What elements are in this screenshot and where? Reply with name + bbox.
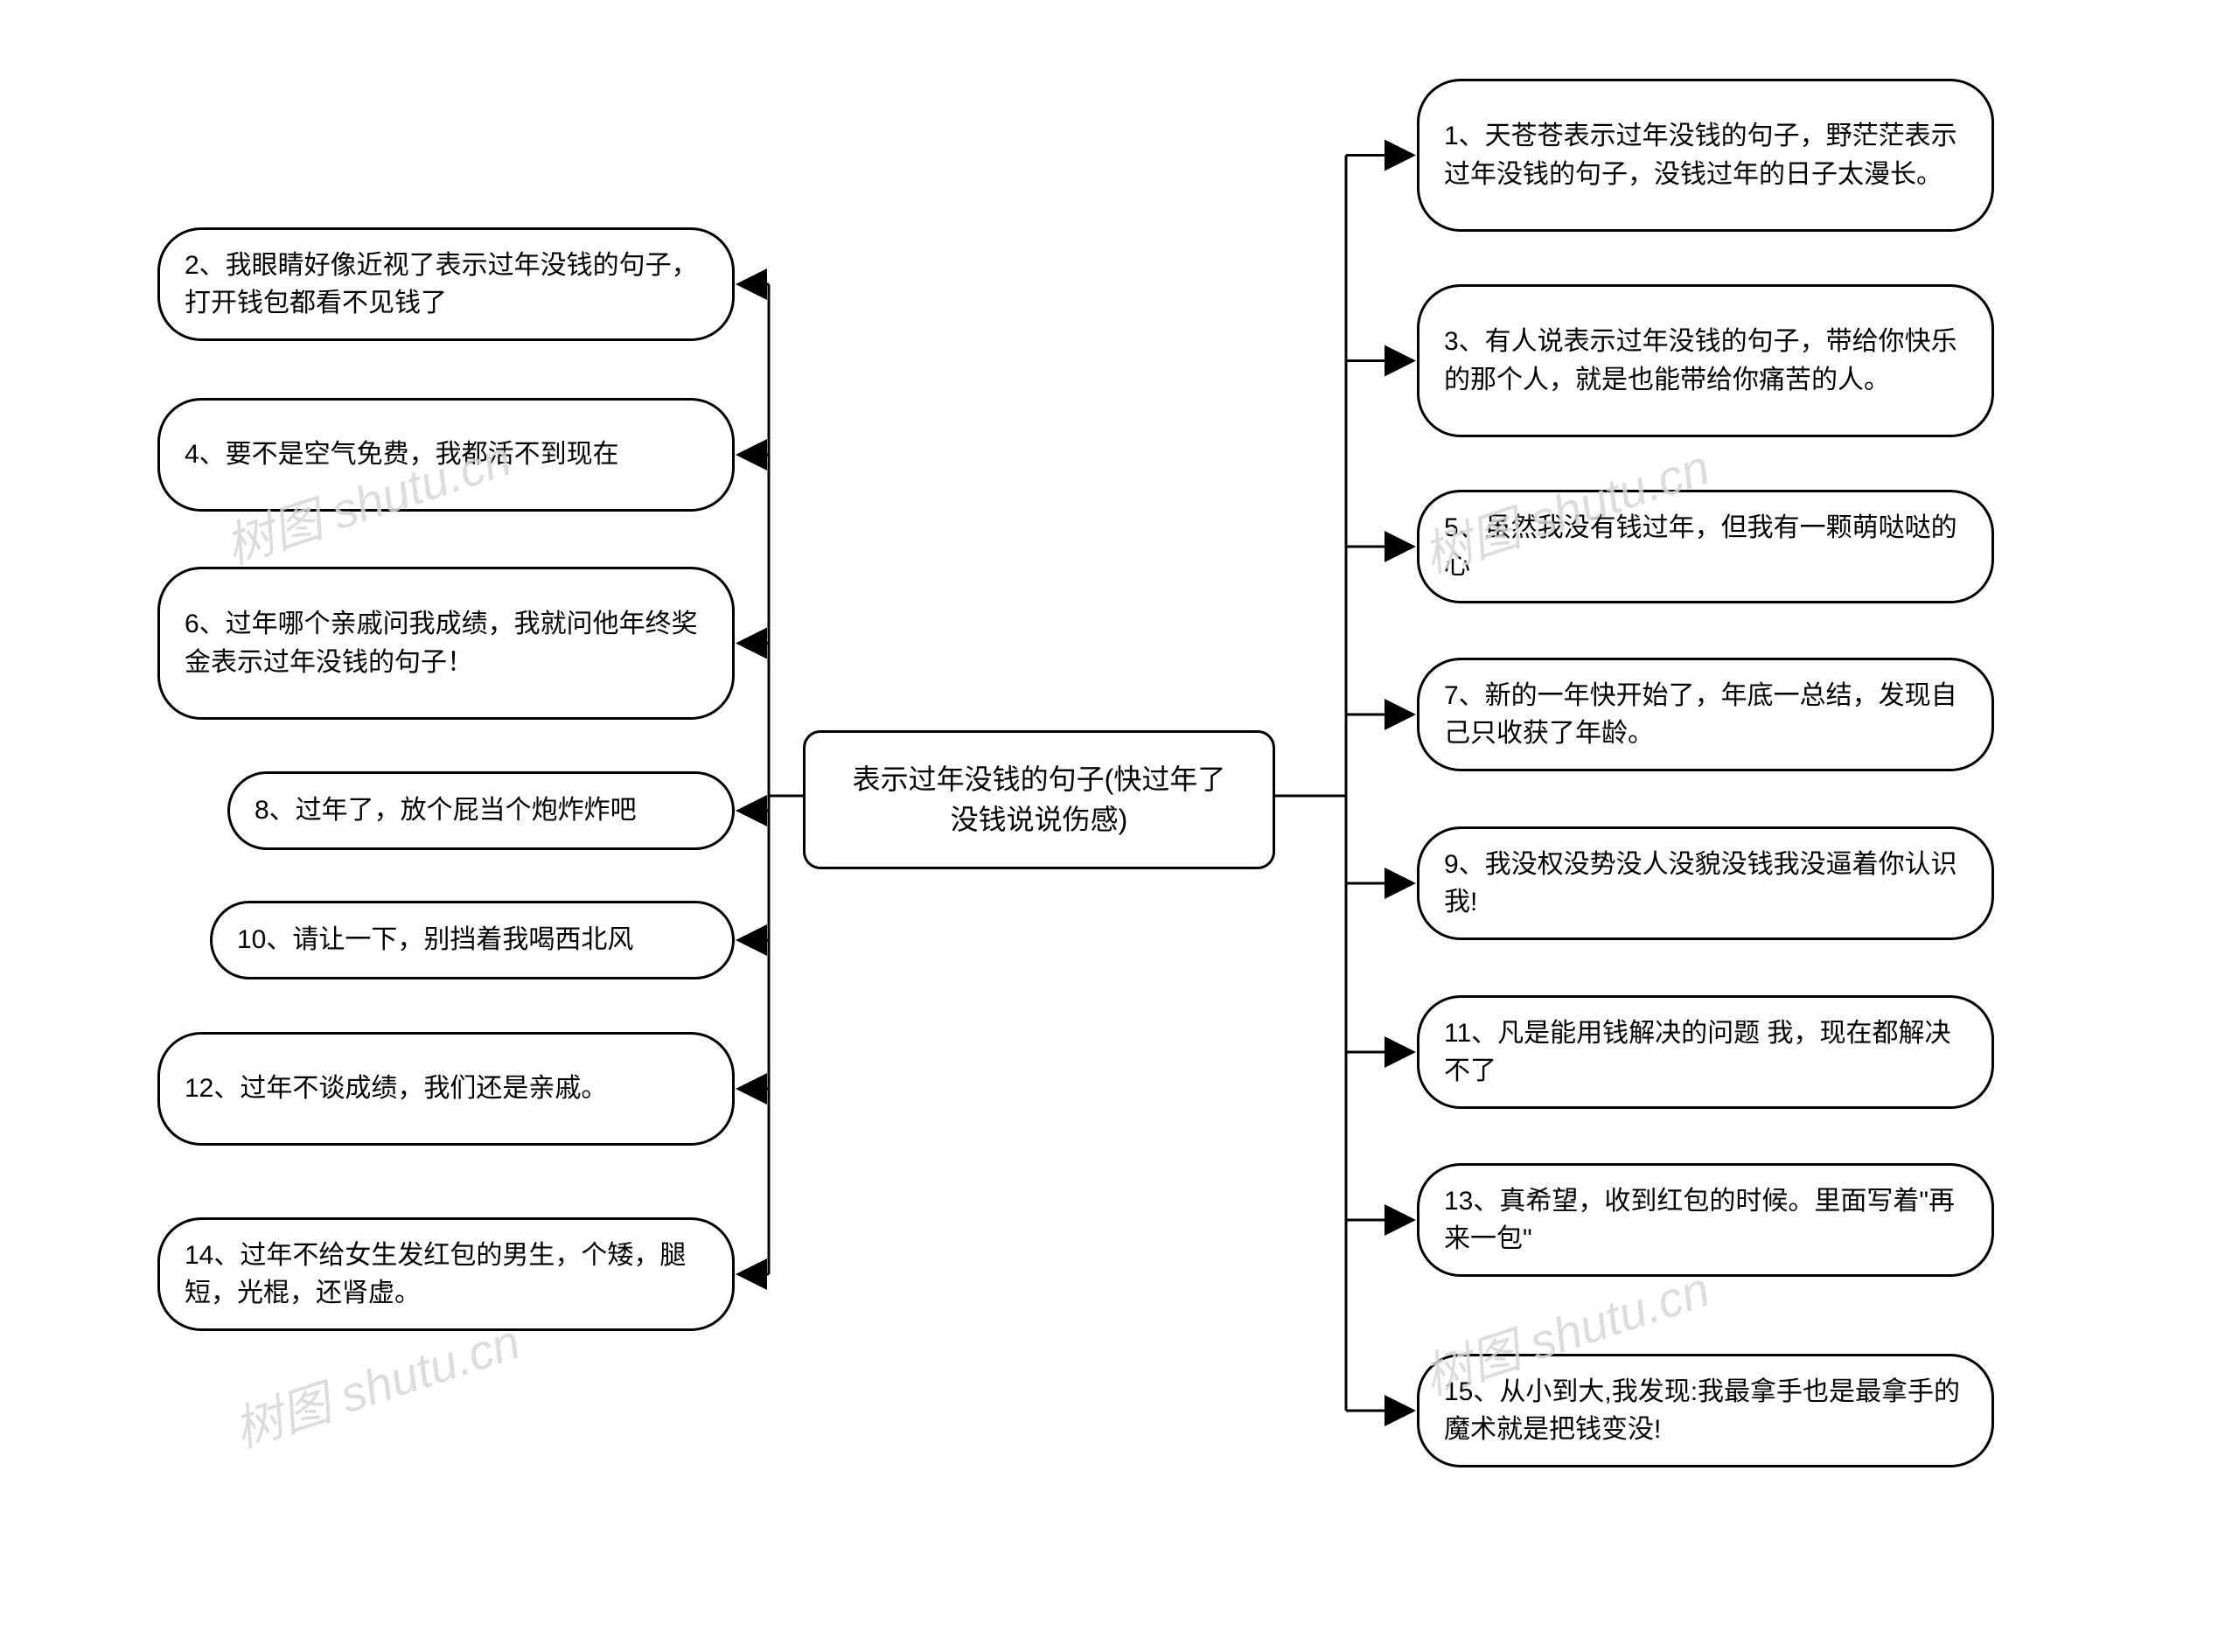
right-node-3-text: 7、新的一年快开始了，年底一总结，发现自己只收获了年龄。 [1444,677,1967,753]
left-node-3: 8、过年了，放个屁当个炮炸炸吧 [227,771,735,850]
right-node-1: 3、有人说表示过年没钱的句子，带给你快乐的那个人，就是也能带给你痛苦的人。 [1417,284,1994,437]
left-node-6-text: 14、过年不给女生发红包的男生，个矮，腿短，光棍，还肾虚。 [185,1237,708,1313]
right-node-1-text: 3、有人说表示过年没钱的句子，带给你快乐的那个人，就是也能带给你痛苦的人。 [1444,323,1967,399]
left-node-2-text: 6、过年哪个亲戚问我成绩，我就问他年终奖金表示过年没钱的句子！ [185,605,708,681]
left-node-5-text: 12、过年不谈成绩，我们还是亲戚。 [185,1070,607,1108]
center-node-text: 表示过年没钱的句子(快过年了没钱说说伤感) [840,759,1238,840]
mindmap-canvas: 表示过年没钱的句子(快过年了没钱说说伤感) 2、我眼睛好像近视了表示过年没钱的句子… [0,0,2239,1652]
left-node-3-text: 8、过年了，放个屁当个炮炸炸吧 [255,791,637,830]
right-node-6-text: 13、真希望，收到红包的时候。里面写着"再来一包" [1444,1182,1967,1258]
right-node-4: 9、我没权没势没人没貌没钱我没逼着你认识我! [1417,826,1994,940]
right-node-0: 1、天苍苍表示过年没钱的句子，野茫茫表示过年没钱的句子，没钱过年的日子太漫长。 [1417,79,1994,232]
left-node-4-text: 10、请让一下，别挡着我喝西北风 [237,921,633,959]
left-node-6: 14、过年不给女生发红包的男生，个矮，腿短，光棍，还肾虚。 [157,1217,735,1331]
right-node-6: 13、真希望，收到红包的时候。里面写着"再来一包" [1417,1163,1994,1277]
right-node-3: 7、新的一年快开始了，年底一总结，发现自己只收获了年龄。 [1417,658,1994,771]
right-node-5-text: 11、凡是能用钱解决的问题 我，现在都解决不了 [1444,1014,1967,1091]
right-node-7-text: 15、从小到大,我发现:我最拿手也是最拿手的魔术就是把钱变没! [1444,1373,1967,1449]
left-node-5: 12、过年不谈成绩，我们还是亲戚。 [157,1032,735,1146]
left-node-2: 6、过年哪个亲戚问我成绩，我就问他年终奖金表示过年没钱的句子！ [157,567,735,720]
left-node-0-text: 2、我眼睛好像近视了表示过年没钱的句子，打开钱包都看不见钱了 [185,247,708,323]
left-node-0: 2、我眼睛好像近视了表示过年没钱的句子，打开钱包都看不见钱了 [157,227,735,341]
center-node: 表示过年没钱的句子(快过年了没钱说说伤感) [803,730,1275,869]
right-node-5: 11、凡是能用钱解决的问题 我，现在都解决不了 [1417,995,1994,1109]
left-node-4: 10、请让一下，别挡着我喝西北风 [210,901,735,979]
right-node-4-text: 9、我没权没势没人没貌没钱我没逼着你认识我! [1444,846,1967,922]
right-node-0-text: 1、天苍苍表示过年没钱的句子，野茫茫表示过年没钱的句子，没钱过年的日子太漫长。 [1444,117,1967,193]
